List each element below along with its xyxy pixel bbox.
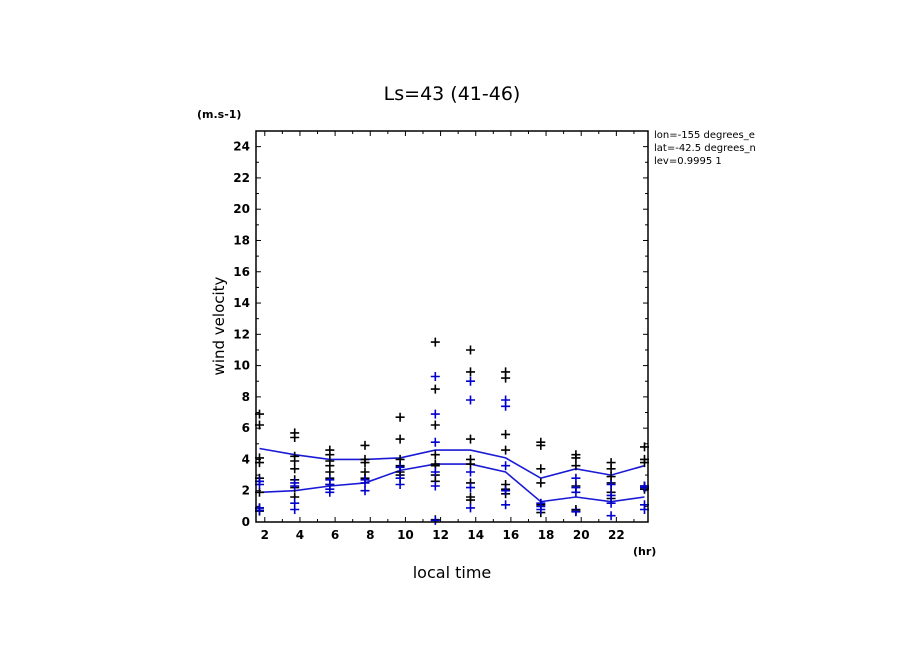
y-unit-label: (m.s-1) bbox=[197, 108, 241, 121]
chart-title: Ls=43 (41-46) bbox=[384, 83, 521, 105]
black-plus-point bbox=[606, 464, 616, 474]
black-plus-point bbox=[536, 440, 546, 450]
black-plus-point bbox=[395, 434, 405, 444]
y-tick-label: 12 bbox=[233, 327, 250, 341]
x-tick-label: 6 bbox=[331, 528, 339, 542]
black-plus-point bbox=[571, 461, 581, 471]
blue-plus-point bbox=[325, 487, 335, 497]
blue-plus-point bbox=[430, 467, 440, 477]
blue-plus-point bbox=[571, 487, 581, 497]
mean-line bbox=[259, 447, 645, 480]
y-tick-label: 2 bbox=[242, 484, 250, 498]
blue-plus-point bbox=[360, 478, 370, 488]
blue-plus-point bbox=[466, 395, 475, 405]
black-plus-point bbox=[290, 456, 300, 466]
black-plus-point bbox=[430, 384, 440, 394]
black-plus-point bbox=[430, 337, 440, 347]
blue-plus-point bbox=[360, 486, 370, 496]
plot-frame bbox=[255, 130, 649, 523]
black-plus-point bbox=[571, 453, 581, 463]
black-plus-point bbox=[501, 373, 511, 383]
y-tick-label: 22 bbox=[233, 171, 250, 185]
blue-plus-point bbox=[501, 486, 511, 496]
y-tick-label: 10 bbox=[233, 359, 250, 373]
black-plus-point bbox=[536, 478, 546, 488]
x-tick-label: 12 bbox=[432, 528, 449, 542]
blue-plus-point bbox=[466, 483, 475, 493]
black-plus-point bbox=[501, 429, 511, 439]
x-tick-label: 20 bbox=[573, 528, 590, 542]
black-plus-point bbox=[290, 464, 300, 474]
y-tick-label: 8 bbox=[242, 390, 250, 404]
y-tick-label: 4 bbox=[242, 452, 250, 466]
black-plus-point bbox=[466, 459, 475, 469]
x-unit-label: (hr) bbox=[633, 545, 656, 558]
black-plus-point bbox=[536, 464, 546, 474]
x-tick-label: 22 bbox=[608, 528, 625, 542]
mean-lines bbox=[259, 447, 645, 503]
x-tick-label: 4 bbox=[296, 528, 304, 542]
blue-plus-point bbox=[501, 461, 511, 471]
blue-plus-point bbox=[501, 500, 511, 510]
y-tick-label: 0 bbox=[242, 515, 250, 529]
x-axis-title: local time bbox=[413, 563, 492, 582]
black-plus-point bbox=[501, 445, 511, 455]
blue-plus-point bbox=[430, 481, 440, 491]
blue-plus-point bbox=[466, 503, 475, 513]
blue-plus-point bbox=[430, 409, 440, 419]
black-plus-point bbox=[395, 412, 405, 422]
blue-plus-point bbox=[466, 467, 475, 477]
blue-plus-point bbox=[606, 480, 616, 489]
black-plus-point bbox=[360, 458, 370, 468]
y-tick-label: 6 bbox=[242, 421, 250, 435]
y-tick-label: 14 bbox=[233, 296, 250, 310]
blue-plus-point bbox=[536, 505, 546, 514]
blue-plus-point bbox=[395, 480, 405, 489]
blue-plus-point bbox=[501, 401, 511, 411]
black-plus-point bbox=[290, 433, 300, 442]
y-tick-label: 24 bbox=[233, 140, 250, 154]
black-plus-point bbox=[466, 345, 475, 355]
black-plus-point bbox=[466, 367, 475, 377]
info-line-lev: lev=0.9995 1 bbox=[654, 156, 722, 167]
y-tick-label: 20 bbox=[233, 202, 250, 216]
mean-line bbox=[259, 463, 645, 503]
x-tick-label: 18 bbox=[538, 528, 555, 542]
black-plus-point bbox=[430, 420, 440, 430]
y-axis-title: wind velocity bbox=[210, 276, 228, 375]
x-tick-label: 16 bbox=[503, 528, 520, 542]
blue-plus-point bbox=[606, 490, 616, 500]
blue-plus-point bbox=[430, 515, 440, 525]
black-plus-point bbox=[466, 434, 475, 444]
black-plus-point bbox=[466, 495, 475, 505]
y-tick-label: 18 bbox=[233, 233, 250, 247]
blue-plus-point bbox=[290, 481, 300, 491]
blue-plus-point bbox=[606, 511, 616, 521]
blue-plus-point bbox=[395, 462, 405, 472]
x-tick-label: 2 bbox=[261, 528, 269, 542]
info-line-lat: lat=-42.5 degrees_n bbox=[654, 143, 756, 154]
info-line-lon: lon=-155 degrees_e bbox=[654, 130, 755, 141]
blue-plus-point bbox=[571, 507, 581, 517]
black-plus-point bbox=[430, 450, 440, 460]
data-points bbox=[255, 337, 649, 525]
blue-plus-point bbox=[466, 376, 475, 386]
y-tick-label: 16 bbox=[233, 265, 250, 279]
x-tick-label: 14 bbox=[467, 528, 484, 542]
blue-plus-point bbox=[606, 498, 616, 508]
blue-plus-point bbox=[290, 505, 300, 514]
black-plus-point bbox=[360, 440, 370, 450]
x-tick-label: 10 bbox=[397, 528, 414, 542]
x-tick-label: 8 bbox=[366, 528, 374, 542]
blue-plus-point bbox=[571, 473, 581, 483]
blue-plus-point bbox=[430, 372, 440, 381]
blue-plus-point bbox=[430, 437, 440, 447]
